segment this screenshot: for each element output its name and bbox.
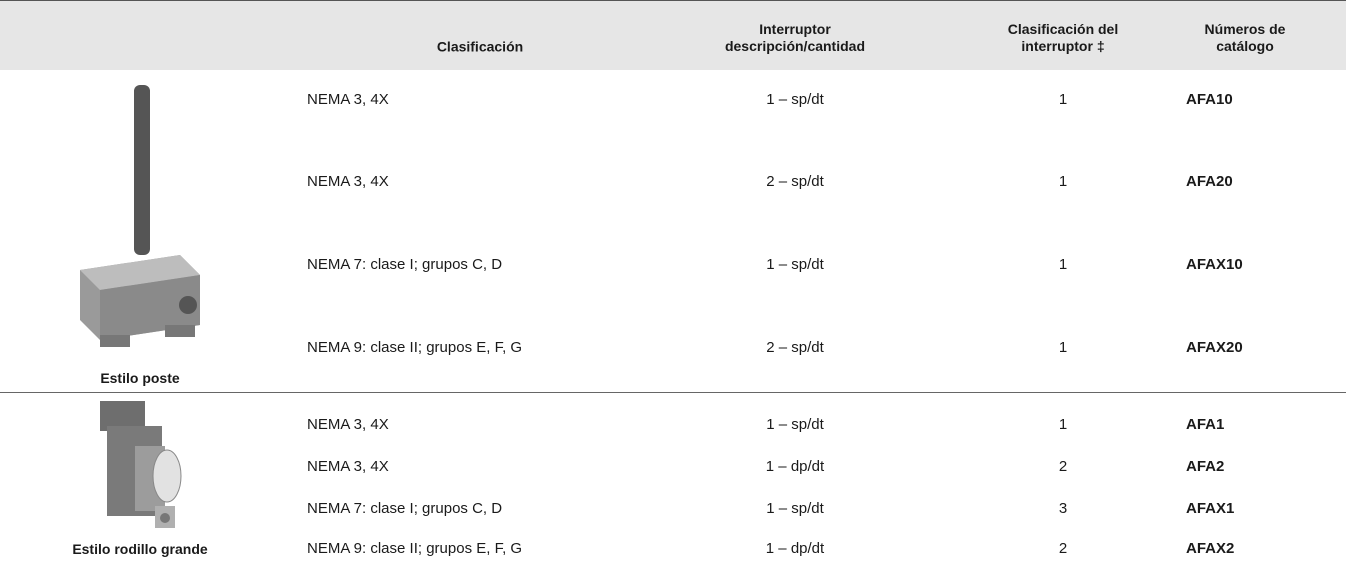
header-cell: Números de catálogo bbox=[1204, 21, 1286, 54]
table-cell: 2 bbox=[1058, 540, 1068, 557]
table-cell: 1 bbox=[1058, 256, 1068, 273]
table-cell: 3 bbox=[1058, 500, 1068, 517]
table-cell: 2 – sp/dt bbox=[766, 339, 824, 356]
table-header: Clasificación Interruptor descripción/ca… bbox=[0, 0, 1346, 70]
table-cell: 1 – sp/dt bbox=[766, 256, 824, 273]
table-cell: NEMA 7: clase I; grupos C, D bbox=[307, 256, 503, 273]
product-image bbox=[80, 85, 200, 347]
table-cell: NEMA 3, 4X bbox=[307, 173, 389, 190]
section-label: Estilo rodillo grande bbox=[72, 541, 208, 557]
table-cell: 1 bbox=[1058, 416, 1068, 433]
table-cell: AFA10 bbox=[1186, 91, 1233, 108]
table-cell: AFAX10 bbox=[1186, 256, 1243, 273]
table-cell: AFA2 bbox=[1186, 458, 1225, 475]
table-cell: NEMA 3, 4X bbox=[307, 416, 389, 433]
table-cell: NEMA 9: clase II; grupos E, F, G bbox=[307, 339, 523, 356]
table-cell: NEMA 3, 4X bbox=[307, 91, 389, 108]
table-cell: AFA20 bbox=[1186, 173, 1233, 190]
table-cell: 1 – dp/dt bbox=[765, 458, 825, 475]
table-cell: AFAX1 bbox=[1186, 500, 1235, 517]
table-cell: 1 – sp/dt bbox=[766, 416, 824, 433]
table-cell: 2 bbox=[1058, 458, 1068, 475]
table-cell: 1 – dp/dt bbox=[765, 540, 825, 557]
table-cell: NEMA 7: clase I; grupos C, D bbox=[307, 500, 503, 517]
table-cell: AFA1 bbox=[1186, 416, 1225, 433]
table-cell: 2 – sp/dt bbox=[766, 173, 824, 190]
header-cell: Clasificación del interruptor ‡ bbox=[1007, 21, 1119, 54]
table-cell: 1 – sp/dt bbox=[766, 91, 824, 108]
table-cell: 1 bbox=[1058, 173, 1068, 190]
table-cell: NEMA 9: clase II; grupos E, F, G bbox=[307, 540, 523, 557]
header-cell: Clasificación bbox=[436, 38, 524, 55]
section-divider bbox=[0, 392, 1346, 393]
table-cell: 1 – sp/dt bbox=[766, 500, 824, 517]
table-cell: AFAX2 bbox=[1186, 540, 1235, 557]
table-cell: AFAX20 bbox=[1186, 339, 1243, 356]
product-image bbox=[100, 401, 182, 528]
section-label: Estilo poste bbox=[100, 370, 180, 386]
table-cell: 1 bbox=[1058, 91, 1068, 108]
table-cell: 1 bbox=[1058, 339, 1068, 356]
header-cell: Interruptor descripción/cantidad bbox=[724, 21, 866, 54]
table-cell: NEMA 3, 4X bbox=[307, 458, 389, 475]
